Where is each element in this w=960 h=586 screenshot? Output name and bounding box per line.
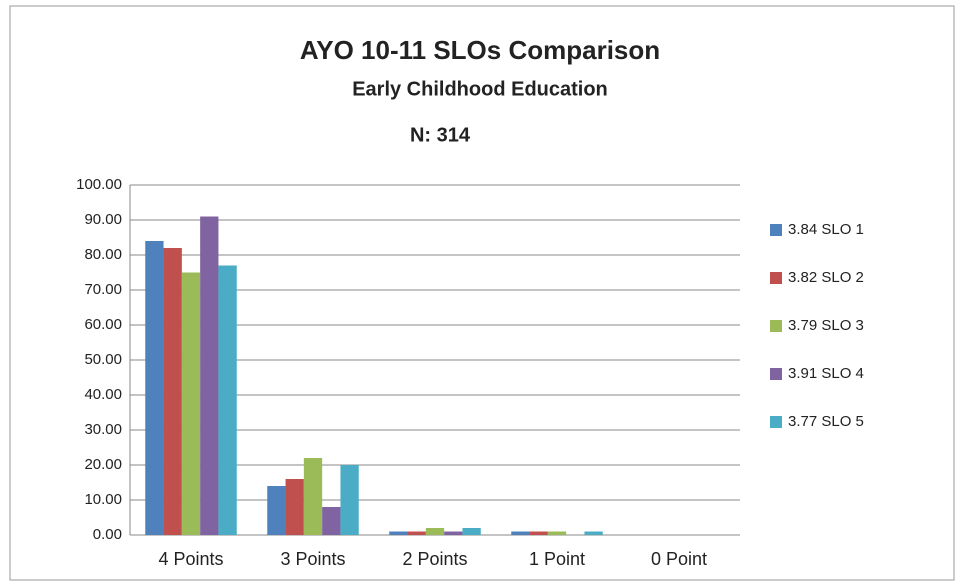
y-tick-label: 90.00 xyxy=(84,211,122,228)
y-tick-label: 80.00 xyxy=(84,246,122,263)
x-tick-label: 0 Point xyxy=(651,549,707,569)
legend-swatch xyxy=(770,224,782,236)
chart-subtitle: Early Childhood Education xyxy=(352,78,608,100)
bar xyxy=(200,216,219,535)
bar xyxy=(444,531,463,535)
legend-label: 3.91 SLO 4 xyxy=(788,365,864,382)
bar xyxy=(267,486,286,535)
bar xyxy=(584,531,603,535)
bar xyxy=(340,465,359,535)
y-tick-label: 60.00 xyxy=(84,316,122,333)
x-tick-label: 4 Points xyxy=(158,549,223,569)
bar xyxy=(389,531,408,535)
bar xyxy=(303,458,323,535)
legend-swatch xyxy=(770,320,782,332)
bar xyxy=(322,507,341,535)
legend-label: 3.79 SLO 3 xyxy=(788,317,864,334)
bar xyxy=(529,531,548,535)
y-tick-label: 20.00 xyxy=(84,456,122,473)
bar xyxy=(547,531,567,535)
bar xyxy=(462,528,481,535)
bar xyxy=(218,265,237,535)
chart-title: AYO 10-11 SLOs Comparison xyxy=(300,35,660,65)
legend-swatch xyxy=(770,416,782,428)
y-tick-label: 0.00 xyxy=(93,526,122,543)
bar xyxy=(425,528,445,535)
legend-swatch xyxy=(770,272,782,284)
x-tick-label: 1 Point xyxy=(529,549,585,569)
y-tick-label: 30.00 xyxy=(84,421,122,438)
bar xyxy=(511,531,530,535)
bar xyxy=(163,248,182,535)
bar xyxy=(407,531,426,535)
bar xyxy=(285,479,304,535)
y-tick-label: 50.00 xyxy=(84,351,122,368)
legend-label: 3.82 SLO 2 xyxy=(788,269,864,286)
y-tick-label: 40.00 xyxy=(84,386,122,403)
legend-label: 3.84 SLO 1 xyxy=(788,221,864,238)
bar xyxy=(145,241,164,535)
bar xyxy=(181,272,201,535)
x-tick-label: 3 Points xyxy=(280,549,345,569)
y-tick-label: 70.00 xyxy=(84,281,122,298)
x-tick-label: 2 Points xyxy=(402,549,467,569)
sample-size: N: 314 xyxy=(410,124,471,146)
y-tick-label: 100.00 xyxy=(76,176,122,193)
y-tick-label: 10.00 xyxy=(84,491,122,508)
legend-swatch xyxy=(770,368,782,380)
legend-label: 3.77 SLO 5 xyxy=(788,413,864,430)
